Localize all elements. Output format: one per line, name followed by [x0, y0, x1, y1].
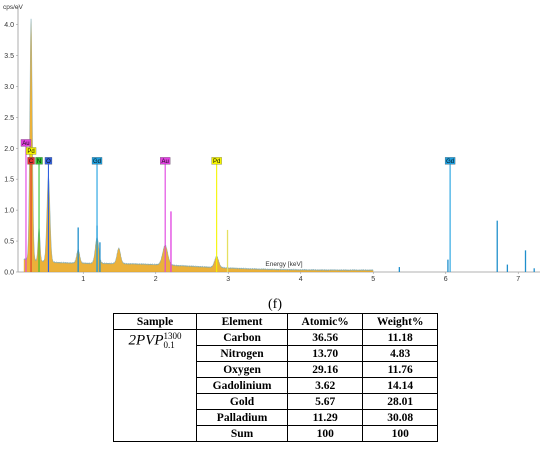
x-tick-label: 3: [226, 276, 230, 283]
element-marker-label: Gd: [446, 159, 454, 165]
element-marker-label: N: [37, 159, 41, 165]
element-cell: Gold: [196, 393, 288, 410]
y-tick-label: 1.0: [4, 208, 14, 215]
weight-percent-cell: 28.01: [362, 393, 438, 410]
element-marker-box: [91, 157, 103, 165]
element-marker-box: [20, 139, 32, 147]
element-cell: Gadolinium: [196, 377, 288, 394]
table-row: Sum 100 100: [114, 425, 438, 442]
weight-percent-cell: 14.14: [362, 377, 438, 394]
weight-percent-cell: 11.76: [362, 361, 438, 378]
header-weight: Weight%: [362, 313, 438, 330]
element-marker-box: [27, 157, 35, 165]
element-marker-label: Au: [162, 159, 169, 165]
table-row: Nitrogen 13.70 4.83: [114, 345, 438, 362]
element-cell: Carbon: [196, 329, 288, 346]
header-sample: Sample: [112, 313, 198, 330]
element-marker-label: Pd: [27, 149, 34, 155]
atomic-percent-cell: 3.62: [286, 377, 364, 394]
panel-label: (f): [268, 297, 282, 312]
element-cell: Sum: [196, 425, 288, 442]
element-marker-label: C: [29, 159, 34, 165]
sample-subscript: 0.1: [163, 340, 175, 350]
weight-percent-cell: 4.83: [362, 345, 438, 362]
sample-superscript: 1300: [163, 331, 182, 341]
element-marker-box: [444, 157, 456, 165]
spectrum-fill: [23, 18, 374, 273]
element-marker-box: [44, 157, 53, 165]
x-tick-label: 6: [444, 276, 448, 283]
atomic-percent-cell: 5.67: [286, 393, 364, 410]
table-row: Gold 5.67 28.01: [114, 393, 438, 410]
spectrum-line: [23, 18, 374, 272]
element-marker-label: Au: [22, 141, 29, 147]
atomic-percent-cell: 13.70: [286, 345, 364, 362]
x-tick-label: 7: [516, 276, 520, 283]
element-marker-box: [35, 157, 43, 165]
y-tick-label: 0.0: [4, 270, 14, 277]
y-tick-label: 3.0: [4, 84, 14, 91]
y-tick-label: 2.0: [4, 146, 14, 153]
element-cell: Nitrogen: [196, 345, 288, 362]
table-row: Gadolinium 3.62 14.14: [114, 377, 438, 394]
element-marker-label: Pd: [213, 159, 220, 165]
table-header-row: Sample Element Atomic% Weight%: [112, 313, 438, 330]
weight-percent-cell: 30.08: [362, 409, 438, 426]
y-tick-label: 3.5: [4, 53, 14, 60]
x-tick-label: 5: [371, 276, 375, 283]
header-atomic: Atomic%: [286, 313, 364, 330]
atomic-percent-cell: 100: [286, 425, 364, 442]
weight-percent-cell: 100: [362, 425, 438, 442]
weight-percent-cell: 11.18: [362, 329, 438, 346]
element-marker-box: [25, 147, 37, 155]
atomic-percent-cell: 11.29: [286, 409, 364, 426]
element-marker-label: Gd: [93, 159, 101, 165]
x-axis-title: Energy [keV]: [265, 261, 302, 268]
x-tick-label: 4: [299, 276, 303, 283]
y-axis-title: cps/eV: [3, 4, 24, 11]
x-tick-label: 2: [154, 276, 158, 283]
table-row: 2PVP 1300 0.1 Carbon 36.56 11.18: [112, 329, 438, 442]
y-tick-label: 2.5: [4, 115, 14, 122]
x-tick-label: 1: [81, 276, 85, 283]
eds-spectrum-chart: 0.0 0.5 1.0 1.5 2.0 2.5 3.0 3.5 4.0 1 2 3 4 5 6 7 Au Pd C…: [3, 4, 540, 283]
element-marker-box: [211, 157, 222, 165]
element-cell: Palladium: [196, 409, 288, 426]
y-tick-label: 0.5: [4, 239, 14, 246]
sample-name-cell: 2PVP 1300 0.1: [112, 329, 198, 442]
atomic-percent-cell: 36.56: [286, 329, 364, 346]
element-cell: Oxygen: [196, 361, 288, 378]
eds-composition-table: Sample Element Atomic% Weight% 2PVP 1300 0…: [112, 313, 438, 442]
element-marker-box: [160, 157, 171, 165]
atomic-percent-cell: 29.16: [286, 361, 364, 378]
sample-name: 2PVP: [128, 332, 164, 349]
y-tick-label: 1.5: [4, 177, 14, 184]
y-tick-label: 4.0: [4, 22, 14, 29]
header-element: Element: [196, 313, 288, 330]
element-marker-label: O: [46, 159, 51, 165]
